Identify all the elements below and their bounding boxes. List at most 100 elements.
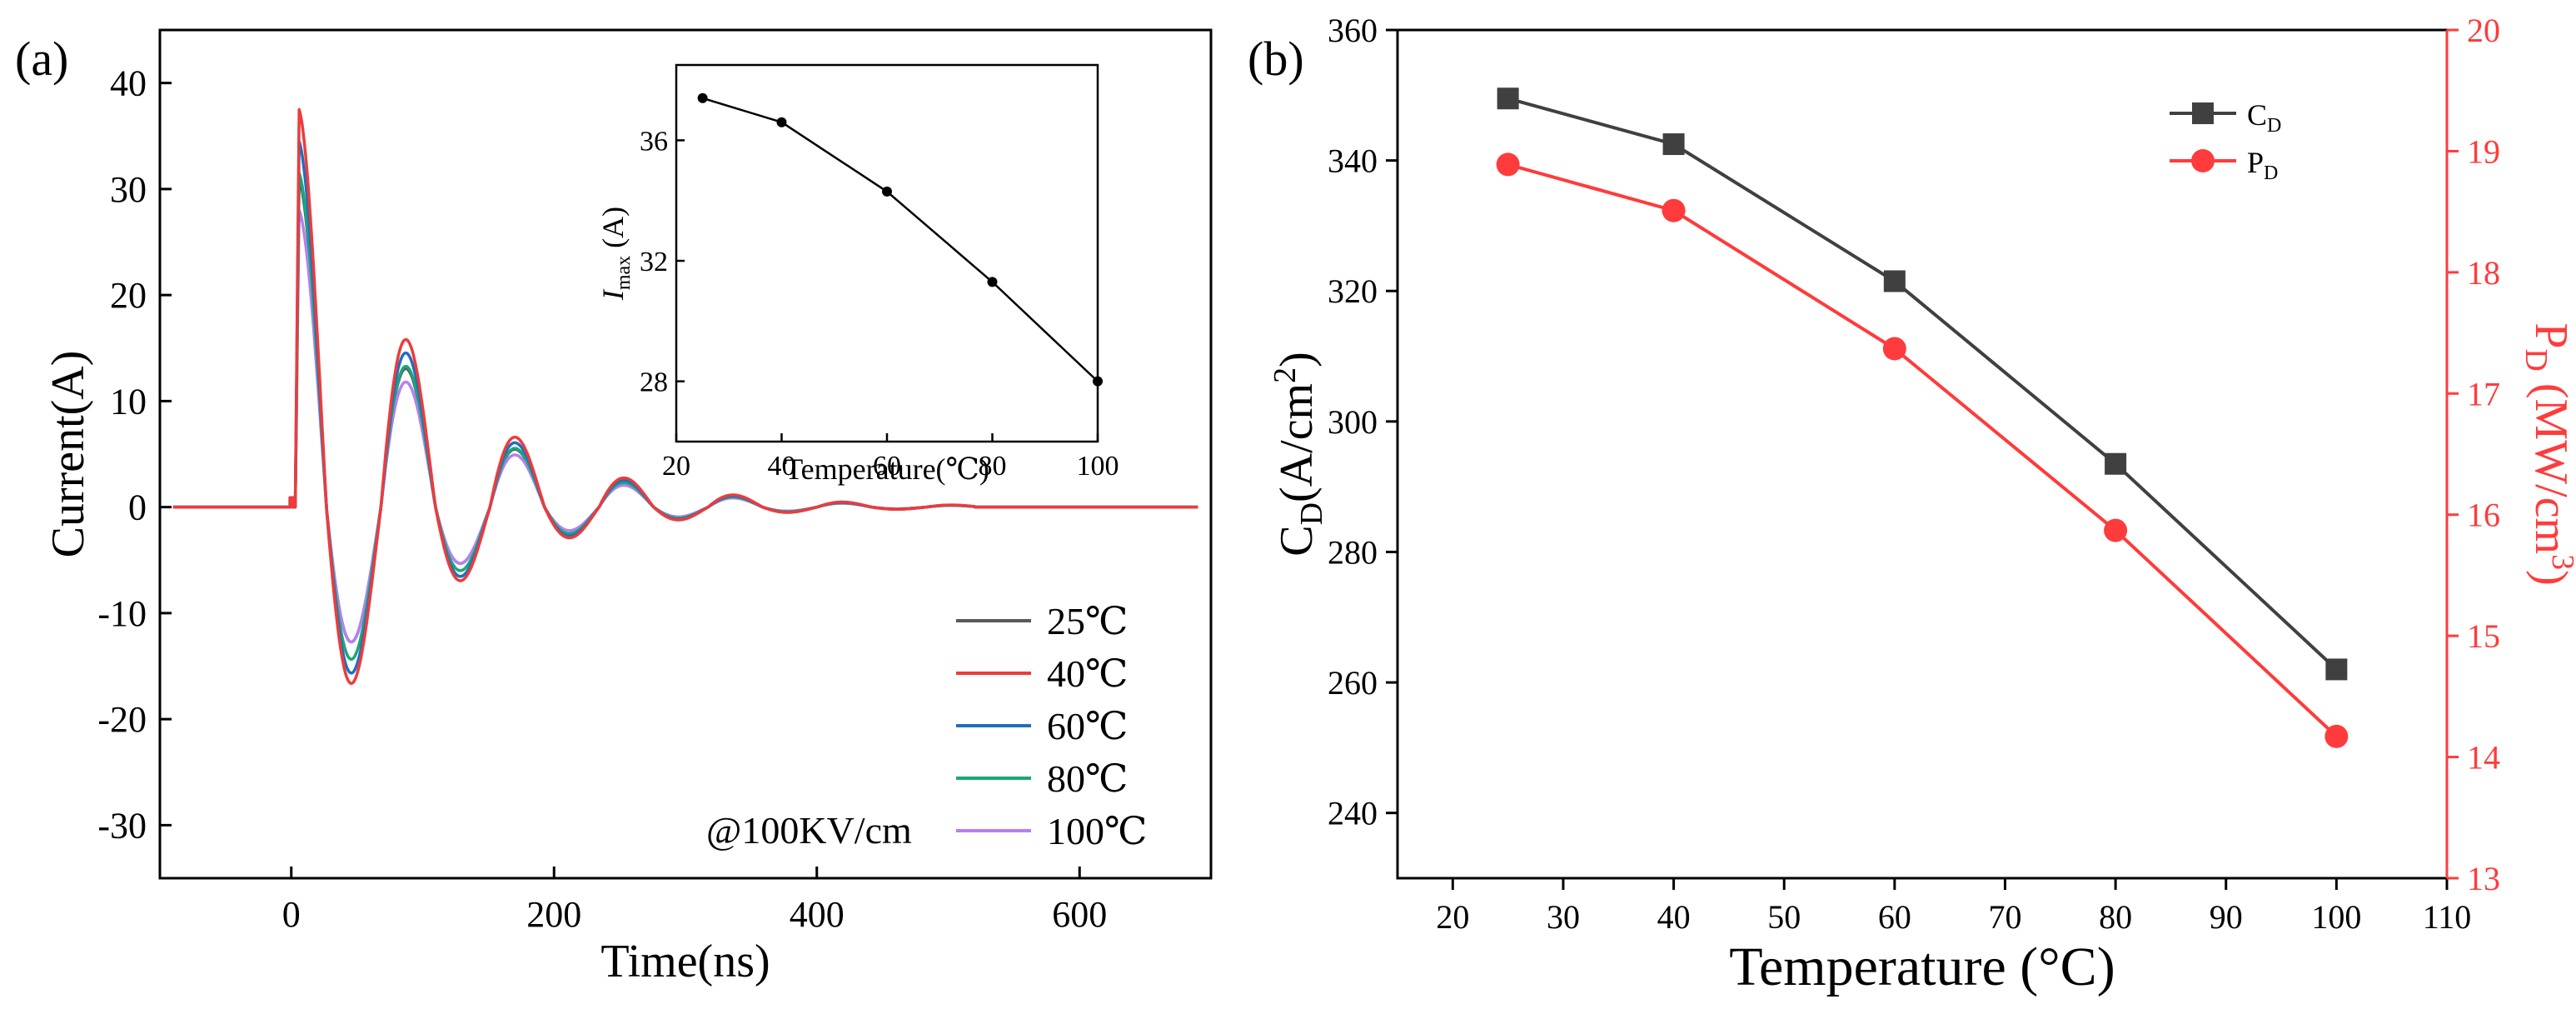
chart-a-x-label: Time(ns)	[600, 936, 770, 987]
data-point-PD	[2324, 724, 2349, 748]
y-tick-label: -10	[97, 593, 147, 634]
panel-label-a: (a)	[15, 32, 68, 86]
inset-y-label-sub: max	[613, 256, 635, 290]
left-y-tick-label: 320	[1328, 272, 1378, 310]
right-y-label-sup: 3	[2545, 554, 2576, 570]
chart-b-right-y-label: PD (MW/cm3)	[2519, 322, 2576, 586]
chart-a-y-label: Current(A)	[42, 351, 94, 558]
y-tick-label: -30	[97, 805, 147, 846]
inset-y-tick-label: 28	[640, 367, 668, 398]
y-tick-label: -20	[97, 699, 147, 740]
y-tick-label: 30	[110, 169, 147, 210]
data-point-PD	[2104, 518, 2128, 542]
x-tick-label: 50	[1767, 898, 1801, 936]
panel-label-b: (b)	[1248, 32, 1304, 86]
chart-b-series-group	[1496, 87, 2349, 748]
chart-a-inset: 20 40 60 80 100 28 32 36 Temperature(℃) Imax (…	[596, 63, 1119, 486]
data-point-CD	[1497, 87, 1519, 110]
inset-data-point	[776, 117, 787, 127]
left-y-tick-label: 360	[1328, 12, 1378, 49]
data-point-CD	[2105, 452, 2127, 475]
chart-b-frame	[1396, 28, 2449, 880]
legend-cd-label: CD	[2247, 98, 2281, 137]
inset-y-label-main: I	[596, 288, 630, 301]
inset-y-tick-label: 32	[640, 247, 668, 277]
legend-pd-sub: D	[2264, 162, 2278, 184]
data-point-PD	[1662, 198, 1686, 222]
data-point-CD	[1883, 270, 1906, 292]
x-tick-label: 60	[1878, 898, 1911, 936]
inset-x-tick-label: 20	[662, 451, 690, 482]
inset-x-tick-label: 80	[979, 451, 1007, 482]
right-y-tick-label: 16	[2467, 497, 2500, 534]
inset-x-ticks: 20 40 60 80 100	[662, 433, 1119, 482]
chart-a-x-ticks: 0 200 400 600	[282, 867, 1107, 935]
x-tick-label: 600	[1052, 894, 1107, 935]
y-tick-label: 0	[128, 487, 147, 528]
x-tick-label: 200	[526, 894, 581, 935]
x-tick-label: 100	[2311, 898, 2361, 936]
inset-x-tick-label: 40	[768, 451, 796, 482]
x-tick-label: 70	[1988, 898, 2021, 936]
chart-a-series-group	[172, 107, 1199, 686]
legend-cd-sub: D	[2267, 115, 2281, 137]
right-y-label-main: P	[2525, 322, 2576, 348]
data-point-PD	[1496, 152, 1520, 177]
inset-data-point	[697, 92, 708, 103]
inset-y-label: Imax (A)	[596, 207, 635, 301]
legend-pd-main: P	[2247, 146, 2264, 179]
series-line-CD	[1507, 97, 2338, 671]
series-line-PD	[1507, 162, 2338, 738]
left-y-tick-label: 280	[1328, 533, 1378, 571]
chart-a-y-ticks: -30 -20 -10 0 10 20 30 40	[97, 63, 172, 846]
y-tick-label: 40	[110, 63, 147, 104]
inset-plot-group	[697, 92, 1103, 387]
chart-a-current-vs-time: 0 200 400 600 -30 -20 -10 0 10 20 30 40 Time(ns) C…	[42, 28, 1213, 987]
left-y-label-sup: 2	[1268, 367, 1303, 383]
data-point-CD	[2325, 658, 2348, 681]
chart-b-x-ticks: 20 30 40 50 60 70 80 90 100 110	[1436, 878, 2471, 936]
chart-b-left-y-label: CD(A/cm2)	[1268, 352, 1329, 557]
left-y-label-unit: (A/cm	[1271, 383, 1323, 502]
legend-label-40℃: 40℃	[1047, 652, 1128, 695]
x-tick-label: 40	[1657, 898, 1691, 936]
left-y-tick-label: 340	[1328, 142, 1378, 180]
inset-data-point	[882, 186, 892, 197]
legend-label-100℃: 100℃	[1047, 810, 1147, 852]
x-tick-label: 80	[2099, 898, 2132, 936]
x-tick-label: 30	[1547, 898, 1580, 936]
right-y-label-unit: (MW/cm	[2525, 372, 2576, 554]
legend-label-80℃: 80℃	[1047, 757, 1128, 800]
right-y-label-sub: D	[2519, 348, 2554, 371]
left-y-tick-label: 300	[1328, 403, 1378, 441]
x-tick-label: 20	[1436, 898, 1469, 936]
y-tick-label: 20	[110, 275, 147, 316]
chart-b-legend: CD PD	[2170, 98, 2281, 184]
inset-x-tick-label: 100	[1077, 451, 1119, 482]
chart-a-annotation: @100KV/cm	[706, 809, 912, 852]
legend-label-60℃: 60℃	[1047, 705, 1128, 747]
legend-label-25℃: 25℃	[1047, 600, 1128, 642]
x-tick-label: 90	[2210, 898, 2243, 936]
inset-y-label-unit: (A)	[596, 207, 630, 256]
x-tick-label: 400	[790, 894, 845, 935]
inset-y-tick-label: 36	[640, 126, 668, 157]
chart-b-x-label: Temperature (°C)	[1729, 937, 2115, 997]
left-y-label-sub: D	[1294, 502, 1329, 525]
chart-b-right-y-ticks: 13 14 15 16 17 18 19 20	[2447, 12, 2500, 897]
right-y-tick-label: 14	[2467, 739, 2500, 777]
inset-data-point	[987, 277, 998, 287]
chart-b-cd-pd-vs-temperature: 20 30 40 50 60 70 80 90 100 110 24026028030032034…	[1268, 12, 2576, 997]
chart-a-legend: 25℃ 40℃ 60℃ 80℃ 100℃	[956, 600, 1147, 852]
inset-data-point	[1093, 376, 1103, 387]
inset-y-ticks: 28 32 36	[640, 126, 685, 398]
left-y-tick-label: 240	[1328, 795, 1378, 832]
legend-pd-label: PD	[2247, 146, 2278, 184]
inset-x-tick-label: 60	[873, 451, 901, 482]
left-y-label-main: C	[1271, 525, 1323, 556]
series-line-40℃	[172, 107, 1199, 686]
chart-b-left-y-ticks: 240 260 280 300 320 340 360	[1328, 12, 1398, 832]
right-y-tick-label: 19	[2467, 132, 2500, 170]
inset-frame	[675, 63, 1099, 443]
